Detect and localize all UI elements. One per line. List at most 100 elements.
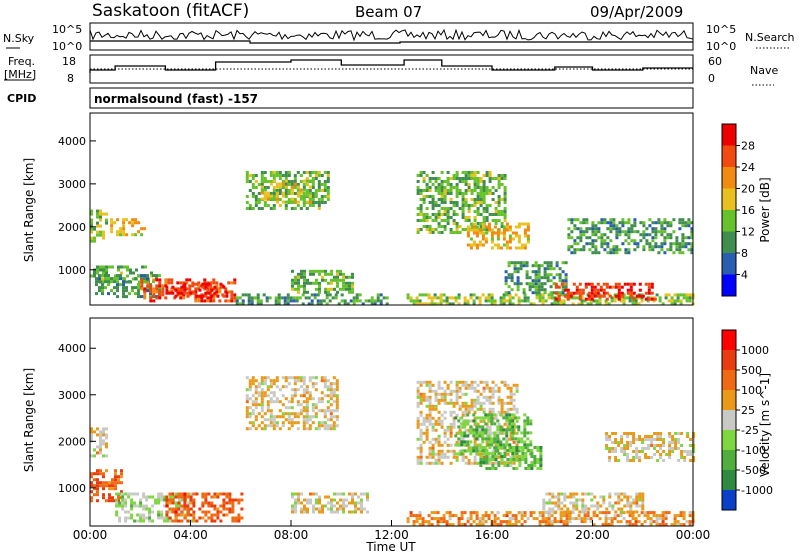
heatmap-cell bbox=[466, 234, 470, 238]
heatmap-cell bbox=[115, 492, 119, 496]
heatmap-cell bbox=[254, 201, 258, 204]
heatmap-cell bbox=[689, 444, 693, 447]
heatmap-cell bbox=[130, 498, 134, 502]
heatmap-cell bbox=[580, 293, 584, 297]
heatmap-cell bbox=[613, 299, 617, 303]
heatmap-cell bbox=[117, 481, 120, 485]
heatmap-cell bbox=[647, 456, 651, 459]
heatmap-cell bbox=[633, 242, 637, 246]
heatmap-cell bbox=[437, 455, 441, 459]
heatmap-cell bbox=[326, 424, 330, 428]
heatmap-cell bbox=[421, 302, 425, 306]
heatmap-cell bbox=[439, 293, 443, 297]
heatmap-cell bbox=[431, 204, 435, 207]
heatmap-cell bbox=[632, 435, 636, 438]
heatmap-cell bbox=[612, 251, 616, 255]
heatmap-cell bbox=[623, 450, 627, 453]
heatmap-cell bbox=[209, 290, 213, 294]
heatmap-cell bbox=[248, 397, 252, 401]
heatmap-cell bbox=[415, 296, 419, 300]
heatmap-cell bbox=[317, 174, 321, 177]
heatmap-cell bbox=[315, 287, 318, 291]
heatmap-cell bbox=[333, 498, 336, 502]
heatmap-cell bbox=[308, 200, 312, 204]
heatmap-cell bbox=[272, 391, 276, 395]
heatmap-cell bbox=[443, 195, 447, 198]
heatmap-cell bbox=[315, 269, 318, 273]
heatmap-cell bbox=[473, 416, 477, 420]
heatmap-cell bbox=[493, 520, 497, 524]
heatmap-cell bbox=[550, 514, 554, 518]
heatmap-cell bbox=[493, 434, 497, 438]
heatmap-cell bbox=[132, 271, 135, 275]
heatmap-cell bbox=[533, 446, 537, 449]
heatmap-cell bbox=[672, 230, 676, 234]
heatmap-cell bbox=[497, 210, 501, 213]
heatmap-cell bbox=[538, 296, 542, 300]
heatmap-cell bbox=[308, 394, 312, 398]
heatmap-cell bbox=[478, 431, 482, 435]
heatmap-cell bbox=[485, 207, 489, 210]
heatmap-cell bbox=[594, 227, 598, 231]
heatmap-cell bbox=[539, 461, 543, 464]
heatmap-cell bbox=[330, 507, 333, 511]
heatmap-cell bbox=[256, 296, 260, 300]
heatmap-cell bbox=[110, 277, 113, 281]
heatmap-cell bbox=[443, 416, 447, 420]
colorbar-tick-label: 100 bbox=[741, 384, 762, 397]
heatmap-cell bbox=[428, 410, 432, 414]
heatmap-cell bbox=[686, 450, 690, 453]
heatmap-cell bbox=[482, 174, 486, 177]
heatmap-cell bbox=[478, 222, 482, 226]
heatmap-cell bbox=[506, 449, 510, 452]
heatmap-cell bbox=[424, 520, 428, 524]
heatmap-cell bbox=[204, 294, 208, 298]
heatmap-cell bbox=[330, 504, 333, 508]
heatmap-cell bbox=[673, 302, 677, 306]
heatmap-cell bbox=[262, 293, 266, 297]
heatmap-cell bbox=[287, 200, 291, 204]
heatmap-cell bbox=[168, 492, 172, 496]
heatmap-cell bbox=[579, 239, 583, 243]
heatmap-cell bbox=[503, 201, 507, 204]
heatmap-cell bbox=[311, 186, 315, 189]
heatmap-cell bbox=[323, 415, 327, 419]
heatmap-cell bbox=[434, 398, 438, 402]
heatmap-cell bbox=[543, 291, 547, 295]
heatmap-cell bbox=[251, 379, 255, 383]
heatmap-cell bbox=[263, 179, 267, 183]
heatmap-cell bbox=[508, 299, 512, 303]
heatmap-cell bbox=[140, 281, 144, 285]
heatmap-cell bbox=[409, 299, 413, 303]
heatmap-cell bbox=[499, 428, 503, 432]
heatmap-cell bbox=[167, 278, 171, 282]
heatmap-cell bbox=[117, 499, 120, 503]
heatmap-cell bbox=[555, 264, 559, 268]
heatmap-cell bbox=[508, 511, 512, 515]
heatmap-cell bbox=[464, 174, 468, 177]
heatmap-cell bbox=[433, 293, 437, 297]
heatmap-cell bbox=[529, 422, 533, 426]
heatmap-cell bbox=[551, 501, 555, 505]
heatmap-cell bbox=[310, 299, 314, 303]
heatmap-cell bbox=[470, 174, 474, 177]
heatmap-cell bbox=[481, 431, 485, 435]
heatmap-cell bbox=[310, 293, 314, 297]
heatmap-cell bbox=[455, 458, 459, 462]
heatmap-cell bbox=[415, 514, 419, 518]
heatmap-cell bbox=[470, 171, 474, 174]
heatmap-cell bbox=[260, 185, 264, 189]
heatmap-cell bbox=[621, 221, 625, 225]
heatmap-cell bbox=[314, 406, 318, 410]
heatmap-cell bbox=[204, 501, 208, 505]
heatmap-cell bbox=[277, 293, 281, 297]
heatmap-cell bbox=[237, 501, 241, 505]
heatmap-cell bbox=[591, 227, 595, 231]
heatmap-cell bbox=[161, 287, 165, 291]
heatmap-cell bbox=[460, 523, 464, 527]
heatmap-cell bbox=[451, 523, 455, 527]
heatmap-cell bbox=[245, 394, 249, 398]
heatmap-cell bbox=[439, 520, 443, 524]
heatmap-cell bbox=[487, 293, 491, 297]
heatmap-cell bbox=[141, 265, 144, 269]
